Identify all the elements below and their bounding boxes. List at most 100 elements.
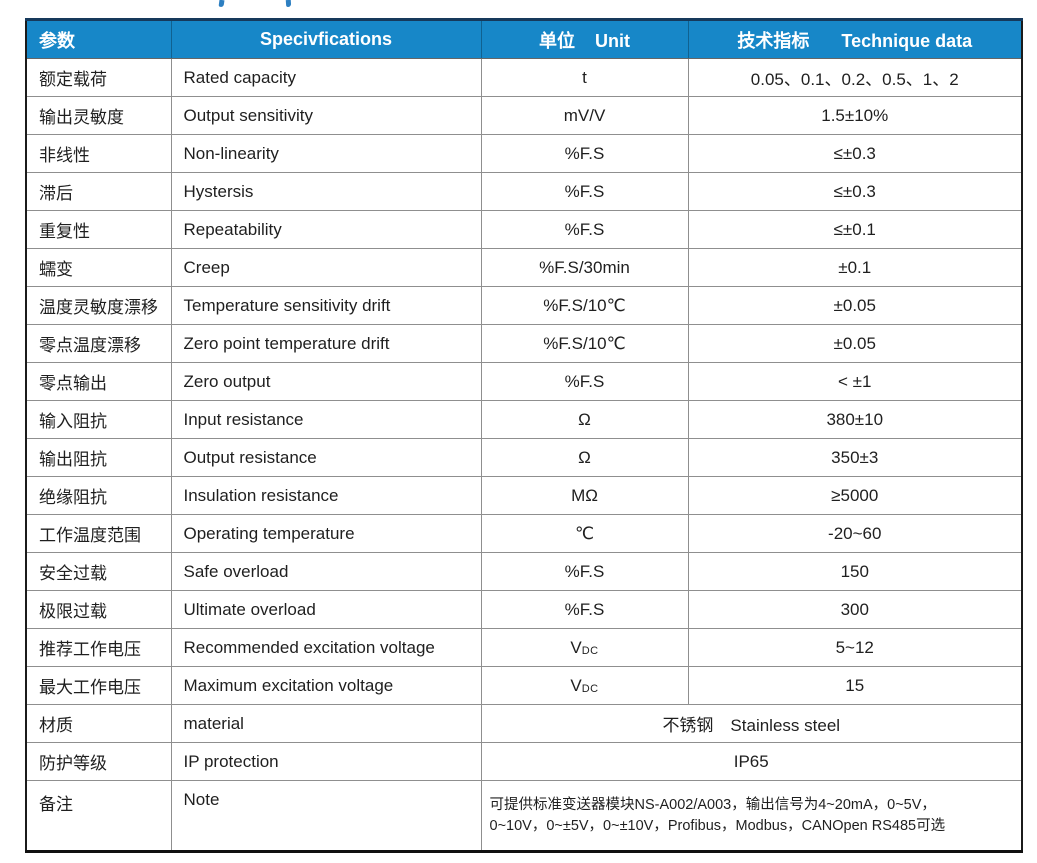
table-row: 最大工作电压 Maximum excitation voltage VDC 15 <box>25 666 1023 705</box>
param-cell-zh: 输出阻抗 <box>25 438 172 477</box>
table-row: 额定载荷 Rated capacity t 0.05、0.1、0.2、0.5、1、2 <box>25 58 1023 97</box>
unit-subscript: DC <box>581 682 599 695</box>
note-line: 0~10V，0~±5V，0~±10V，Profibus，Modbus，CANOp… <box>489 817 946 834</box>
spec-cell-en: Input resistance <box>170 400 482 439</box>
table-row: 安全过载 Safe overload %F.S 150 <box>25 552 1023 591</box>
table-row: 绝缘阻抗 Insulation resistance MΩ ≥5000 <box>25 476 1023 515</box>
table-row: 防护等级 IP protection IP65 <box>25 742 1023 781</box>
header-technique-label-zh: 技术指标 <box>737 30 810 51</box>
note-line: 可提供标准变送器模块NS-A002/A003，输出信号为4~20mA，0~5V， <box>489 797 936 814</box>
spec-cell-en: Repeatability <box>170 210 482 249</box>
unit-base: V <box>570 637 582 657</box>
value-cell: ±0.1 <box>687 248 1023 287</box>
param-cell-zh: 输入阻抗 <box>25 400 172 439</box>
spec-cell-en: Non-linearity <box>170 134 482 173</box>
table-row: 输出灵敏度 Output sensitivity mV/V 1.5±10% <box>25 96 1023 135</box>
merged-value-cell: 不锈钢 Stainless steel <box>480 704 1023 743</box>
table-row: 输入阻抗 Input resistance Ω 380±10 <box>25 400 1023 439</box>
table-row: 滞后 Hystersis %F.S ≤±0.3 <box>25 172 1023 211</box>
spec-cell-en: Insulation resistance <box>170 476 482 515</box>
table-row: 零点输出 Zero output %F.S < ±1 <box>25 362 1023 401</box>
param-cell-zh: 非线性 <box>25 134 172 173</box>
param-cell-zh: 工作温度范围 <box>25 514 172 553</box>
param-cell-zh: 额定载荷 <box>25 58 172 97</box>
value-cell: 380±10 <box>687 400 1023 439</box>
unit-cell: %F.S/30min <box>480 248 689 287</box>
spec-cell-en: Temperature sensitivity drift <box>170 286 482 325</box>
table-row: 温度灵敏度漂移 Temperature sensitivity drift %F.S… <box>25 286 1023 325</box>
header-param-label: 参数 <box>39 30 75 51</box>
header-param: 参数 <box>26 18 171 59</box>
table-row: 推荐工作电压 Recommended excitation voltage VDC 5… <box>25 628 1023 667</box>
unit-cell: ℃ <box>480 514 689 553</box>
table-row: 工作温度范围 Operating temperature ℃ -20~60 <box>25 514 1023 553</box>
spec-table-body: 额定载荷 Rated capacity t 0.05、0.1、0.2、0.5、1、2 输… <box>25 58 1023 852</box>
unit-cell: %F.S <box>480 552 689 591</box>
param-cell-zh: 零点输出 <box>25 362 172 401</box>
value-cell: ≤±0.1 <box>687 210 1023 249</box>
param-cell-zh: 滞后 <box>25 172 172 211</box>
table-row: 重复性 Repeatability %F.S ≤±0.1 <box>25 210 1023 249</box>
spec-cell-en: Rated capacity <box>170 58 482 97</box>
spec-cell-en: Ultimate overload <box>170 590 482 629</box>
spec-cell-en: Safe overload <box>170 552 482 591</box>
unit-cell: Ω <box>480 400 689 439</box>
param-cell-zh: 材质 <box>25 704 172 743</box>
value-cell: 350±3 <box>687 438 1023 477</box>
table-header: 参数 Specivfications 单位 Unit 技术指标 Technique … <box>26 18 1022 59</box>
unit-cell: %F.S <box>480 134 689 173</box>
merged-value-cell: IP65 <box>480 742 1023 781</box>
value-cell: ±0.05 <box>687 286 1023 325</box>
spec-cell-en: Creep <box>170 248 482 287</box>
value-cell: ±0.05 <box>687 324 1023 363</box>
header-unit-label-en: Unit <box>595 30 630 51</box>
unit-cell: %F.S/10℃ <box>480 324 689 363</box>
param-cell-zh: 防护等级 <box>25 742 172 781</box>
spec-cell-en: material <box>170 704 482 743</box>
table-row: 输出阻抗 Output resistance Ω 350±3 <box>25 438 1023 477</box>
value-cell: ≥5000 <box>687 476 1023 515</box>
unit-cell: t <box>480 58 689 97</box>
param-cell-zh: 温度灵敏度漂移 <box>25 286 172 325</box>
param-cell-zh: 推荐工作电压 <box>25 628 172 667</box>
table-row: 零点温度漂移 Zero point temperature drift %F.S/1… <box>25 324 1023 363</box>
unit-cell: %F.S/10℃ <box>480 286 689 325</box>
value-cell: ≤±0.3 <box>687 172 1023 211</box>
table-row: 极限过载 Ultimate overload %F.S 300 <box>25 590 1023 629</box>
unit-base: V <box>570 675 582 695</box>
table-row: 备注 Note 可提供标准变送器模块NS-A002/A003，输出信号为4~20mA… <box>25 780 1023 852</box>
spec-cell-en: Output sensitivity <box>170 96 482 135</box>
param-cell-zh: 重复性 <box>25 210 172 249</box>
cropped-text-artifact <box>285 0 292 8</box>
note-cell: 可提供标准变送器模块NS-A002/A003，输出信号为4~20mA，0~5V，… <box>480 780 1023 852</box>
param-cell-zh: 备注 <box>25 780 172 852</box>
param-cell-zh: 绝缘阻抗 <box>25 476 172 515</box>
value-cell: < ±1 <box>687 362 1023 401</box>
value-cell: 15 <box>687 666 1023 705</box>
spec-cell-en: IP protection <box>170 742 482 781</box>
header-unit: 单位 Unit <box>480 18 688 59</box>
unit-cell: %F.S <box>480 210 689 249</box>
spec-cell-en: Zero output <box>170 362 482 401</box>
value-cell: ≤±0.3 <box>687 134 1023 173</box>
spec-cell-en: Note <box>170 780 482 852</box>
table-row: 蠕变 Creep %F.S/30min ±0.1 <box>25 248 1023 287</box>
value-cell: 0.05、0.1、0.2、0.5、1、2 <box>687 58 1023 97</box>
param-cell-zh: 最大工作电压 <box>25 666 172 705</box>
spec-cell-en: Maximum excitation voltage <box>170 666 482 705</box>
unit-cell: VDC <box>480 628 689 667</box>
unit-cell: MΩ <box>480 476 689 515</box>
unit-subscript: DC <box>581 644 599 657</box>
header-specifications: Specivfications <box>170 18 481 59</box>
unit-cell: %F.S <box>480 590 689 629</box>
header-technique-label-en: Technique data <box>841 30 973 51</box>
param-cell-zh: 极限过载 <box>25 590 172 629</box>
value-cell: 1.5±10% <box>687 96 1023 135</box>
unit-cell: Ω <box>480 438 689 477</box>
spec-cell-en: Hystersis <box>170 172 482 211</box>
specification-table: 参数 Specivfications 单位 Unit 技术指标 Technique … <box>25 18 1023 853</box>
value-cell: 5~12 <box>687 628 1023 667</box>
unit-cell: VDC <box>480 666 689 705</box>
cropped-text-artifact <box>218 0 225 8</box>
param-cell-zh: 安全过载 <box>25 552 172 591</box>
